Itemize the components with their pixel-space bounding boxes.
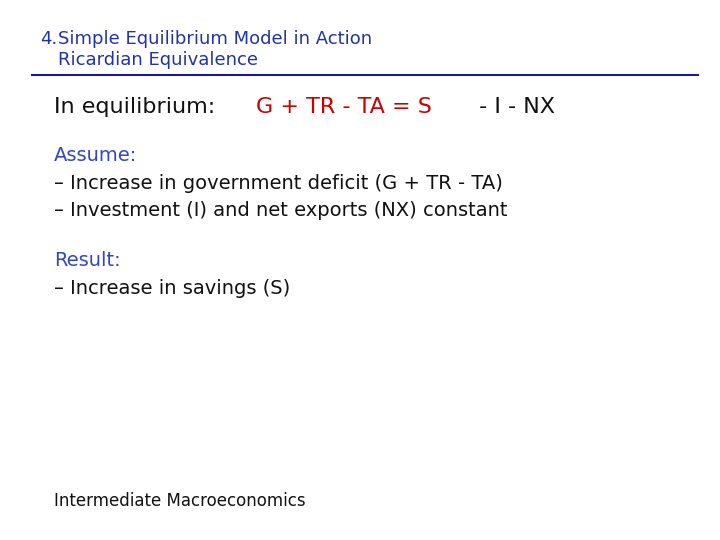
Text: In equilibrium:: In equilibrium: <box>54 97 215 117</box>
Text: – Investment (I) and net exports (NX) constant: – Investment (I) and net exports (NX) co… <box>54 201 508 220</box>
Text: Assume:: Assume: <box>54 146 138 165</box>
Text: – Increase in savings (S): – Increase in savings (S) <box>54 279 290 298</box>
Text: – Increase in government deficit (G + TR - TA): – Increase in government deficit (G + TR… <box>54 174 503 193</box>
Text: Ricardian Equivalence: Ricardian Equivalence <box>58 51 258 69</box>
Text: G + TR - TA = S: G + TR - TA = S <box>256 97 431 117</box>
Text: Result:: Result: <box>54 251 121 270</box>
Text: - I - NX: - I - NX <box>472 97 554 117</box>
Text: Intermediate Macroeconomics: Intermediate Macroeconomics <box>54 492 305 510</box>
Text: 4.: 4. <box>40 30 57 48</box>
Text: Simple Equilibrium Model in Action: Simple Equilibrium Model in Action <box>58 30 372 48</box>
